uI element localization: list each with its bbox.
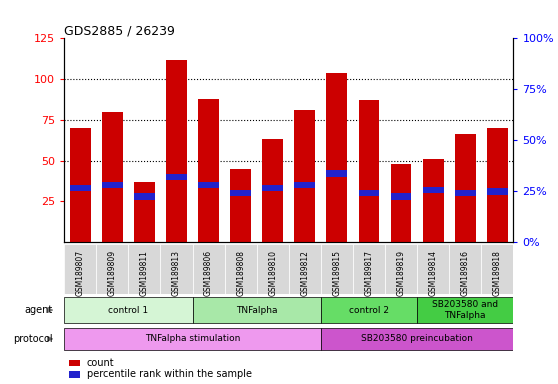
Bar [295, 110, 315, 242]
Bar [97, 244, 128, 294]
Text: GSM189819: GSM189819 [397, 250, 406, 296]
Text: GSM189812: GSM189812 [300, 250, 309, 296]
Bar [70, 185, 90, 192]
Bar [487, 128, 508, 242]
Bar [359, 190, 379, 196]
Text: count: count [86, 358, 114, 368]
Bar [64, 328, 321, 350]
Bar [102, 182, 123, 188]
Bar [64, 244, 96, 294]
Bar [423, 159, 444, 242]
Bar [391, 193, 411, 200]
Bar [326, 73, 347, 242]
Bar [353, 244, 385, 294]
Text: GSM189807: GSM189807 [76, 250, 85, 296]
Bar [455, 134, 475, 242]
Bar [295, 182, 315, 188]
Bar [289, 244, 321, 294]
Text: agent: agent [25, 305, 53, 315]
Bar [198, 182, 219, 188]
Text: GSM189815: GSM189815 [333, 250, 341, 296]
Text: GSM189810: GSM189810 [268, 250, 277, 296]
Bar [385, 244, 417, 294]
Bar [391, 164, 411, 242]
Text: SB203580 preincubation: SB203580 preincubation [361, 334, 473, 343]
Bar [230, 190, 251, 196]
Bar [481, 244, 513, 294]
Bar [230, 169, 251, 242]
Bar [487, 188, 508, 195]
Text: control 1: control 1 [108, 306, 148, 314]
Bar [321, 244, 353, 294]
Bar [193, 297, 321, 323]
Bar [69, 360, 80, 366]
Text: TNFalpha: TNFalpha [236, 306, 277, 314]
Text: GSM189814: GSM189814 [429, 250, 437, 296]
Text: GDS2885 / 26239: GDS2885 / 26239 [64, 24, 175, 37]
Bar [166, 174, 187, 180]
Bar [134, 193, 155, 200]
Text: TNFalpha stimulation: TNFalpha stimulation [145, 334, 240, 343]
Bar [224, 244, 257, 294]
Bar [166, 60, 187, 242]
Bar [423, 187, 444, 193]
Bar [161, 244, 193, 294]
Text: GSM189816: GSM189816 [461, 250, 470, 296]
Text: control 2: control 2 [349, 306, 389, 314]
Text: GSM189818: GSM189818 [493, 250, 502, 296]
Bar [102, 112, 123, 242]
Text: GSM189809: GSM189809 [108, 250, 117, 296]
Text: protocol: protocol [13, 334, 53, 344]
Text: GSM189813: GSM189813 [172, 250, 181, 296]
Bar [455, 190, 475, 196]
Text: SB203580 and
TNFalpha: SB203580 and TNFalpha [432, 300, 498, 320]
Bar [70, 128, 90, 242]
Bar [359, 100, 379, 242]
Text: GSM189808: GSM189808 [236, 250, 245, 296]
Bar [193, 244, 224, 294]
Bar [417, 297, 513, 323]
Bar [262, 185, 283, 192]
Bar [262, 139, 283, 242]
Bar [128, 244, 161, 294]
Text: percentile rank within the sample: percentile rank within the sample [86, 369, 252, 379]
Bar [134, 182, 155, 242]
Bar [449, 244, 481, 294]
Text: GSM189811: GSM189811 [140, 250, 149, 296]
Text: GSM189817: GSM189817 [364, 250, 373, 296]
Bar [257, 244, 289, 294]
Bar [69, 371, 80, 378]
Bar [417, 244, 449, 294]
Bar [198, 99, 219, 242]
Text: GSM189806: GSM189806 [204, 250, 213, 296]
Bar [64, 297, 193, 323]
Bar [321, 328, 513, 350]
Bar [326, 170, 347, 177]
Bar [321, 297, 417, 323]
